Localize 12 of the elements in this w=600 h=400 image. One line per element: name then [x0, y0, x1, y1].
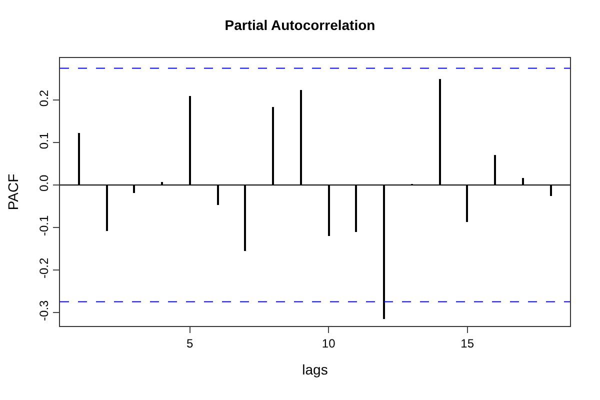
y-tick-label: 0.0 [37, 174, 52, 192]
x-tick-label: 10 [322, 336, 336, 350]
chart-title: Partial Autocorrelation [224, 16, 376, 33]
y-tick-label: -0.3 [37, 300, 52, 321]
y-tick-label: -0.2 [37, 257, 52, 278]
y-axis-title: PACF [4, 174, 21, 210]
y-tick-label: 0.1 [37, 132, 52, 150]
y-tick-label: -0.1 [37, 215, 52, 236]
x-axis-title: lags [302, 362, 328, 378]
x-tick-label: 5 [186, 336, 194, 350]
y-tick-label: 0.2 [37, 90, 52, 107]
x-tick-label: 15 [460, 336, 474, 350]
